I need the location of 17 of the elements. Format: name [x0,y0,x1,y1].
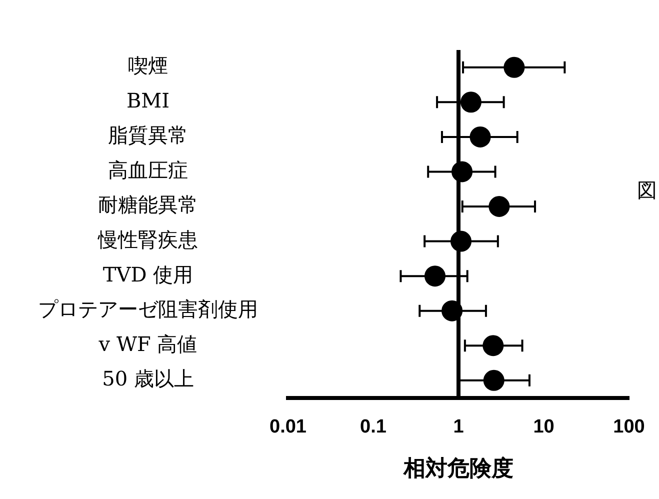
x-tick-label: 0.1 [360,416,387,438]
x-tick-label: 0.01 [270,416,307,438]
y-tick-label: 耐糖能異常 [98,192,198,217]
x-axis-title: 相対危険度 [402,456,514,482]
y-tick-label: 脂質異常 [108,123,188,148]
y-tick-label: v WF 高値 [98,332,198,356]
y-tick-label: BMI [126,88,170,112]
y-tick-label: 高血圧症 [108,158,188,182]
y-tick-label: 喫煙 [128,54,168,78]
y-tick-label: プロテアーゼ阻害剤使用 [38,297,258,322]
y-tick-label: TVD 使用 [102,262,194,286]
x-tick-label: 1 [453,416,464,438]
y-tick-label: 50 歳以上 [102,366,194,391]
text: 図 [637,178,657,202]
y-tick-label: 慢性腎疾患 [97,227,198,252]
x-tick-label: 10 [533,416,554,438]
x-tick-label: 100 [613,416,645,438]
